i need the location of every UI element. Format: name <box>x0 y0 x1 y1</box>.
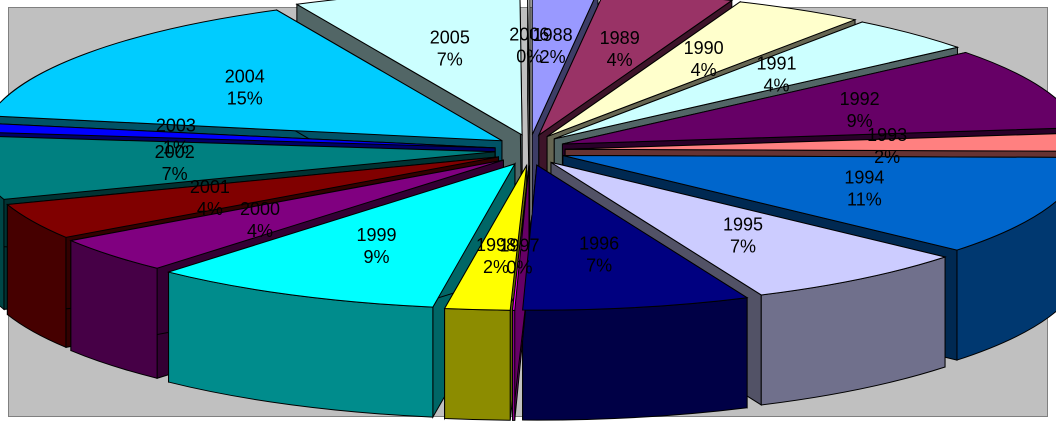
slice-label-1996: 1996 <box>579 233 619 253</box>
slice-2002-top <box>0 136 496 200</box>
slice-1995-top <box>550 161 947 296</box>
slice-label-1992: 1992 <box>840 89 880 109</box>
slice-1996-wall <box>522 297 748 421</box>
slice-2006-top <box>527 0 531 135</box>
slice-1997-wall <box>511 309 516 421</box>
slice-label-2000: 2000 <box>240 199 280 219</box>
slice-value-2002: 7% <box>162 164 188 184</box>
slice-value-1998: 2% <box>483 257 509 277</box>
slice-1990-top <box>546 1 857 138</box>
slice-label-2005: 2005 <box>430 27 470 47</box>
slice-value-1997: 0% <box>506 257 532 277</box>
slice-value-1991: 4% <box>763 76 789 96</box>
slice-2001-top <box>6 156 499 238</box>
pie-tops <box>0 0 1056 311</box>
slice-value-2005: 7% <box>437 49 463 69</box>
slice-1988-top <box>531 0 595 135</box>
slice-label-1991: 1991 <box>756 54 796 74</box>
slice-1993-top <box>565 133 1056 152</box>
slice-1998-wall <box>444 307 511 421</box>
slice-1997-top <box>511 165 530 311</box>
slice-value-1992: 9% <box>847 111 873 131</box>
slice-value-1988: 2% <box>540 47 566 67</box>
slice-2003-top <box>0 123 496 149</box>
slice-value-1990: 4% <box>691 60 717 80</box>
slice-label-2006: 2006 <box>509 25 549 45</box>
slice-1998-top <box>443 165 528 311</box>
slice-value-2003: 1% <box>163 137 189 157</box>
slice-label-2003: 2003 <box>156 115 196 135</box>
slice-value-2006: 0% <box>516 47 542 67</box>
slice-2002-wall <box>0 195 5 311</box>
slice-value-1993: 2% <box>874 147 900 167</box>
slice-value-1996: 7% <box>586 255 612 275</box>
slice-label-1995: 1995 <box>723 215 763 235</box>
slice-label-2001: 2001 <box>190 177 230 197</box>
slice-2000-top <box>69 159 504 269</box>
slice-value-2000: 4% <box>247 221 273 241</box>
slice-label-1999: 1999 <box>356 225 396 245</box>
slice-value-1995: 7% <box>730 237 756 257</box>
slice-label-1993: 1993 <box>867 125 907 145</box>
slice-label-1998: 1998 <box>476 235 516 255</box>
slice-1994-top <box>562 154 1056 251</box>
slice-value-1994: 11% <box>847 189 882 209</box>
slice-label-2004: 2004 <box>225 66 265 86</box>
slice-1992-top <box>562 51 1056 145</box>
slice-label-2002: 2002 <box>155 142 195 162</box>
slice-1991-top <box>554 21 960 140</box>
slice-label-1988: 1988 <box>533 25 573 45</box>
slice-label-1989: 1989 <box>600 28 640 48</box>
slice-1989-top <box>537 0 734 137</box>
slice-2005-top <box>295 0 523 136</box>
slice-value-1989: 4% <box>607 50 633 70</box>
slice-label-1990: 1990 <box>684 38 724 58</box>
slice-2004-top <box>0 9 503 142</box>
slice-value-2004: 15% <box>227 88 263 108</box>
slice-label-1997: 1997 <box>499 235 539 255</box>
slice-1999-top <box>166 163 516 308</box>
slice-value-2001: 4% <box>197 199 223 219</box>
slice-label-1994: 1994 <box>844 167 884 187</box>
slice-1994-wall <box>956 200 1056 361</box>
slice-1996-top <box>522 164 749 311</box>
slice-value-1999: 9% <box>363 247 389 267</box>
